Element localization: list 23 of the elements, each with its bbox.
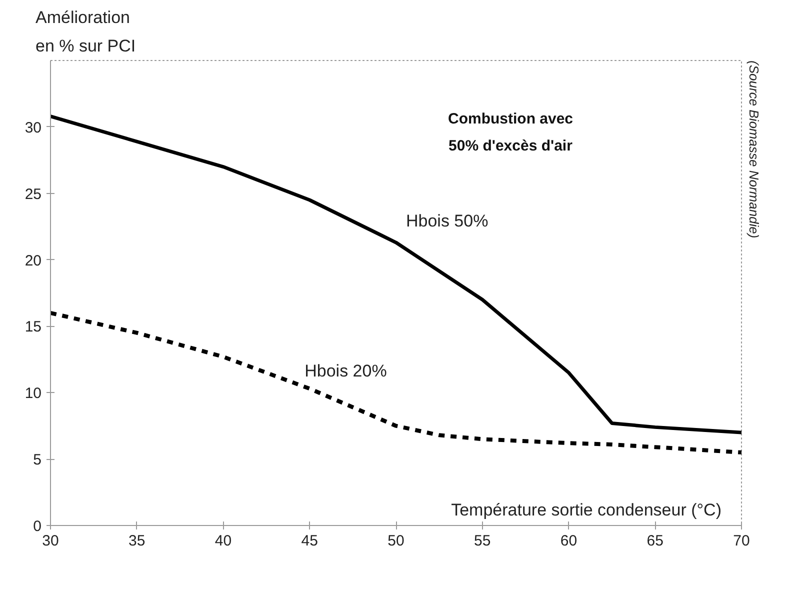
line-series [50,114,742,434]
x-tick-label: 55 [474,532,491,550]
x-axis-title: Température sortie condenseur (°C) [451,500,722,520]
y-axis-title: Amélioration en % sur PCI [36,8,136,56]
y-tick-label: 5 [33,452,42,469]
y-tick-label: 15 [24,318,42,336]
y-tick-label: 0 [33,518,42,535]
text: (Source Biomasse Normandie) [746,60,762,238]
x-tick-label: 35 [128,532,146,550]
series-label: Hbois 50% [406,212,488,231]
annotation: Combustion avec 50% d'excès d'air [448,110,574,155]
x-tick-label: 45 [301,532,318,550]
x-tick-label: 50 [388,532,404,550]
line-series [50,310,742,454]
y-tick-label: 10 [24,385,42,402]
x-tick-label: 60 [560,532,578,550]
y-tick-label: 20 [24,252,42,270]
y-tick-label: 30 [24,119,42,136]
x-tick-label: 65 [646,532,664,550]
y-tick-label: 25 [24,186,42,203]
series-label: Hbois 20% [304,362,387,381]
x-tick-label: 40 [214,532,232,550]
x-tick-label: 70 [733,532,750,550]
